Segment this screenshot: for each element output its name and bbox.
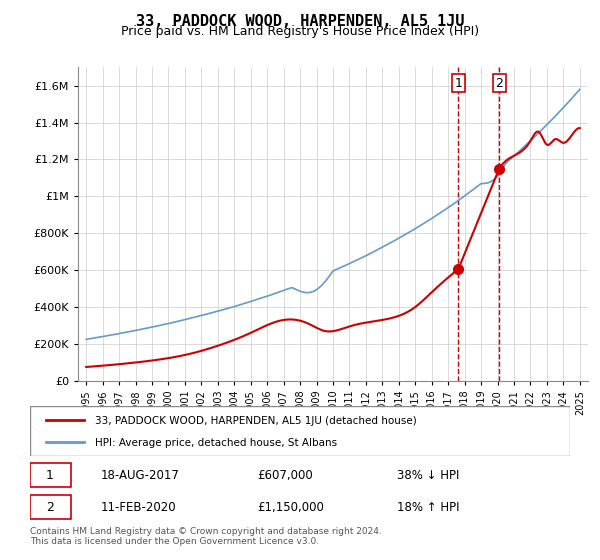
- Text: HPI: Average price, detached house, St Albans: HPI: Average price, detached house, St A…: [95, 438, 337, 449]
- FancyBboxPatch shape: [30, 463, 71, 487]
- Text: 33, PADDOCK WOOD, HARPENDEN, AL5 1JU: 33, PADDOCK WOOD, HARPENDEN, AL5 1JU: [136, 14, 464, 29]
- Text: Contains HM Land Registry data © Crown copyright and database right 2024.
This d: Contains HM Land Registry data © Crown c…: [30, 526, 382, 546]
- Text: 18-AUG-2017: 18-AUG-2017: [100, 469, 179, 482]
- Text: 1: 1: [46, 469, 54, 482]
- FancyBboxPatch shape: [30, 495, 71, 519]
- Text: 11-FEB-2020: 11-FEB-2020: [100, 501, 176, 514]
- Text: 38% ↓ HPI: 38% ↓ HPI: [397, 469, 460, 482]
- Text: £1,150,000: £1,150,000: [257, 501, 323, 514]
- Text: 1: 1: [455, 77, 463, 90]
- Text: 18% ↑ HPI: 18% ↑ HPI: [397, 501, 460, 514]
- Text: 2: 2: [495, 77, 503, 90]
- Text: 33, PADDOCK WOOD, HARPENDEN, AL5 1JU (detached house): 33, PADDOCK WOOD, HARPENDEN, AL5 1JU (de…: [95, 416, 416, 426]
- Text: Price paid vs. HM Land Registry's House Price Index (HPI): Price paid vs. HM Land Registry's House …: [121, 25, 479, 38]
- FancyBboxPatch shape: [30, 406, 570, 456]
- Text: 2: 2: [46, 501, 54, 514]
- Text: £607,000: £607,000: [257, 469, 313, 482]
